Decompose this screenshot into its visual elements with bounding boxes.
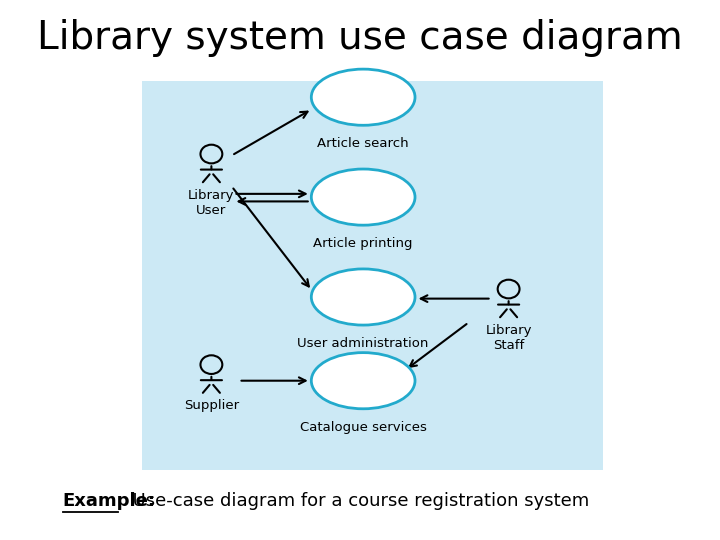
Text: Use-case diagram for a course registration system: Use-case diagram for a course registrati…: [121, 492, 589, 510]
Text: User administration: User administration: [297, 337, 429, 350]
Text: Supplier: Supplier: [184, 400, 239, 413]
Text: Library
Staff: Library Staff: [485, 324, 532, 352]
Ellipse shape: [311, 69, 415, 125]
FancyBboxPatch shape: [142, 81, 603, 470]
Text: Library
User: Library User: [188, 189, 235, 217]
Text: Example:: Example:: [63, 492, 156, 510]
Ellipse shape: [311, 169, 415, 225]
Ellipse shape: [311, 269, 415, 325]
Text: Article search: Article search: [318, 137, 409, 150]
Text: Library system use case diagram: Library system use case diagram: [37, 19, 683, 57]
Text: Catalogue services: Catalogue services: [300, 421, 426, 434]
Ellipse shape: [311, 353, 415, 409]
Text: Article printing: Article printing: [313, 237, 413, 250]
